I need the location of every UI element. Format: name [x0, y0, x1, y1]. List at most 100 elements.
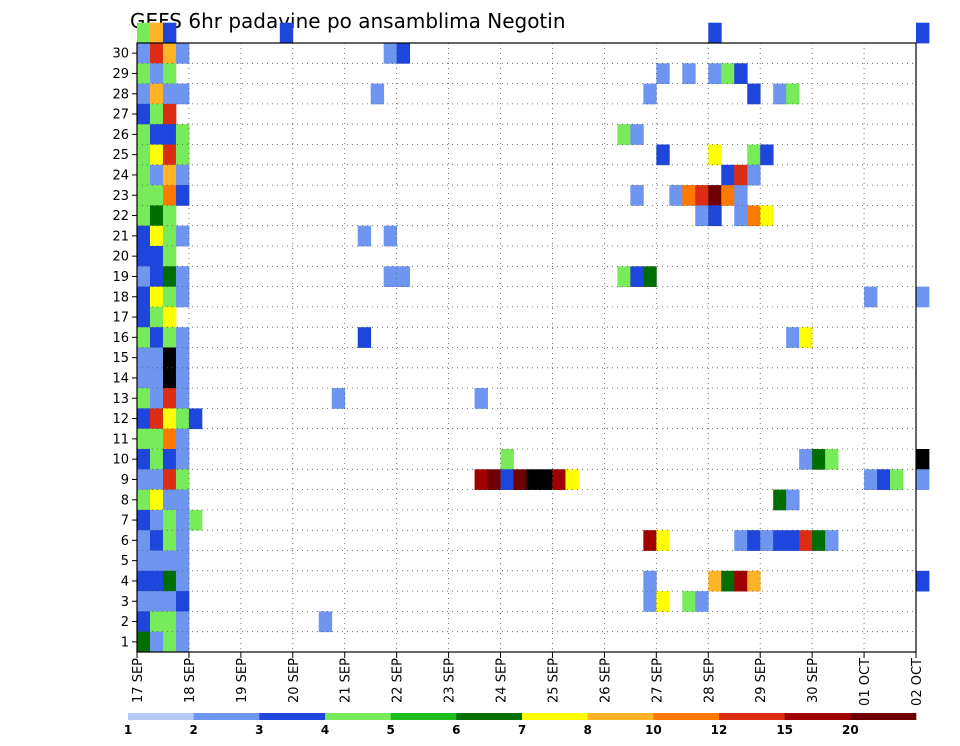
y-tick-label: 20	[112, 250, 129, 265]
y-tick-label: 15	[112, 351, 129, 366]
heatmap-cell	[565, 469, 579, 490]
heatmap-cell	[799, 327, 813, 348]
heatmap-cell	[149, 286, 164, 308]
heatmap-cell	[162, 530, 177, 551]
heatmap-cell	[773, 83, 787, 105]
heatmap-cell	[162, 266, 177, 287]
heatmap-cell	[643, 83, 657, 105]
y-tick-label: 2	[121, 615, 129, 630]
heatmap-cell	[137, 367, 151, 389]
y-tick-label: 6	[121, 534, 129, 549]
colorbar-label: 10	[645, 723, 662, 737]
heatmap-cell	[773, 489, 787, 511]
colorbar-segment	[456, 713, 523, 720]
heatmap-cell	[708, 144, 722, 166]
colorbar-label: 3	[255, 723, 263, 737]
heatmap-cell	[175, 408, 190, 430]
heatmap-cell	[383, 225, 398, 247]
heatmap-cell	[162, 246, 177, 267]
y-tick-label: 19	[112, 270, 129, 285]
heatmap-cell	[175, 347, 190, 369]
y-tick-label: 5	[121, 554, 129, 569]
heatmap-cell	[149, 43, 164, 64]
heatmap-cell	[162, 611, 177, 633]
heatmap-cell	[149, 124, 164, 145]
heatmap-cell	[162, 408, 177, 430]
heatmap-cell	[747, 570, 761, 592]
heatmap-cell	[149, 347, 164, 369]
colorbar-segment	[259, 713, 326, 720]
heatmap-cell	[747, 83, 761, 105]
heatmap-cell	[474, 469, 488, 490]
heatmap-cell	[162, 367, 177, 389]
heatmap-cell	[137, 124, 151, 145]
y-tick-label: 18	[112, 290, 129, 305]
heatmap-cell	[682, 63, 696, 84]
colorbar-segment	[719, 713, 785, 720]
heatmap-cell	[279, 22, 294, 44]
heatmap-cell	[137, 225, 151, 247]
heatmap-cell	[682, 591, 696, 612]
heatmap-cell	[396, 43, 411, 64]
heatmap-cell	[656, 144, 670, 166]
heatmap-cell	[175, 509, 190, 531]
heatmap-cell	[149, 530, 164, 551]
plot-frame	[136, 42, 917, 653]
y-tick-label: 29	[112, 67, 129, 82]
heatmap-cell	[786, 83, 800, 105]
heatmap-cell	[747, 205, 761, 227]
heatmap-cell	[708, 22, 722, 44]
x-tick-label: 20 SEP	[287, 658, 302, 703]
x-tick-label: 23 SEP	[443, 658, 458, 703]
heatmap-cell	[149, 246, 164, 267]
x-tick-label: 25 SEP	[546, 658, 561, 703]
heatmap-cell	[137, 83, 151, 105]
heatmap-cell	[162, 63, 177, 84]
heatmap-cell	[747, 144, 761, 166]
heatmap-cell	[617, 266, 631, 287]
colorbar-label: 4	[321, 723, 329, 737]
y-tick-label: 12	[112, 412, 129, 427]
heatmap-cell	[162, 124, 177, 145]
heatmap-cell	[175, 367, 190, 389]
heatmap-cell	[149, 164, 164, 186]
heatmap-cell	[552, 469, 566, 490]
heatmap-cell	[149, 205, 164, 227]
y-tick-label: 10	[112, 453, 129, 468]
heatmap-cell	[149, 22, 164, 44]
heatmap-cell	[149, 266, 164, 287]
heatmap-cell	[175, 43, 190, 64]
heatmap-cell	[137, 591, 151, 612]
heatmap-cell	[137, 530, 151, 551]
heatmap-cell	[137, 144, 151, 166]
heatmap-cell	[513, 469, 527, 490]
heatmap-cell	[630, 124, 644, 145]
heatmap-cell	[500, 449, 514, 470]
heatmap-cell	[149, 306, 164, 328]
heatmap-cell	[630, 185, 644, 206]
colorbar: 1 2 3 4 5 6 7 8 10 12 15 20	[124, 713, 917, 737]
heatmap-cell	[799, 530, 813, 551]
heatmap-cell	[149, 469, 164, 490]
heatmap-cell	[669, 185, 683, 206]
heatmap-cell	[383, 43, 398, 64]
heatmap-cell	[747, 530, 761, 551]
heatmap-cell	[175, 489, 190, 511]
colorbar-segment	[850, 713, 917, 720]
heatmap-cell	[137, 205, 151, 227]
heatmap-cell	[137, 449, 151, 470]
heatmap-cell	[175, 428, 190, 450]
heatmap-cell	[149, 550, 164, 572]
heatmap-cell	[487, 469, 501, 490]
heatmap-cell	[162, 591, 177, 612]
heatmap-cell	[137, 103, 151, 125]
heatmap-cell	[175, 124, 190, 145]
heatmap-cell	[162, 144, 177, 166]
heatmap-cell	[864, 469, 878, 490]
x-tick-label: 18 SEP	[183, 658, 198, 703]
heatmap-cell	[149, 428, 164, 450]
heatmap-cell	[162, 327, 177, 348]
heatmap-cell	[656, 530, 670, 551]
heatmap-cell	[137, 570, 151, 592]
